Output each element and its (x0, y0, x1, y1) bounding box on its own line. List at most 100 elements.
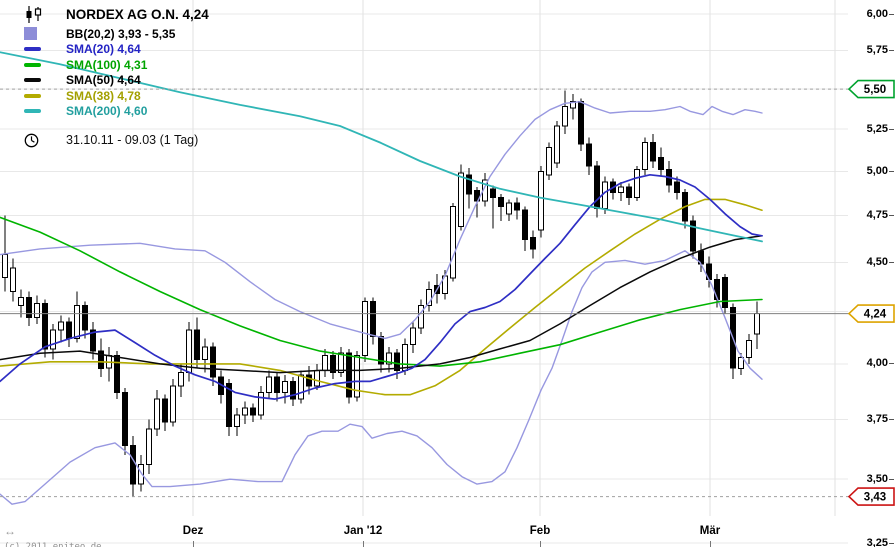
legend-item-label: SMA(100) 4,31 (66, 57, 148, 72)
candle-body (514, 202, 520, 211)
y-axis-tick (889, 170, 894, 172)
sma20-line (0, 173, 763, 400)
candle-body (34, 303, 40, 319)
candle-body (42, 303, 48, 350)
candle-body (658, 157, 664, 171)
candle-body (210, 346, 216, 378)
candle-body (98, 350, 104, 369)
legend-item-label: SMA(38) 4,78 (66, 88, 141, 103)
legend-title-row: NORDEX AG O.N. 4,24 (24, 5, 209, 24)
candle-body (634, 169, 640, 199)
y-axis-label: 3,50 (866, 472, 888, 485)
candle-body (586, 143, 592, 167)
candle-body (202, 346, 208, 361)
candle-body (258, 391, 264, 416)
candle-body (578, 101, 584, 145)
candle-body (18, 297, 24, 306)
legend-items: BB(20,2) 3,93 - 5,35 SMA(20) 4,64 SMA(100)… (24, 26, 209, 119)
sma200-line (0, 51, 763, 243)
date-range-label: 31.10.11 - 09.03 (1 Tag) (66, 133, 199, 147)
bb_lower-line (0, 250, 763, 505)
candle-body (554, 125, 560, 164)
x-axis-tick (540, 541, 541, 547)
legend-item-sma100: SMA(100) 4,31 (24, 57, 209, 73)
y-axis-tick (889, 215, 894, 217)
candle-body (82, 305, 88, 331)
watermark: ↔ (c) 2011 eniteo.de (4, 525, 102, 547)
candle-body (362, 301, 368, 356)
candle-body (10, 267, 16, 292)
legend-item-label: SMA(200) 4,60 (66, 104, 148, 119)
candle-body (466, 174, 472, 195)
sma100-line (0, 216, 763, 367)
candle-body (226, 383, 232, 428)
legend-item-bb: BB(20,2) 3,93 - 5,35 (24, 26, 209, 42)
x-axis-label: Dez (182, 525, 204, 537)
x-axis-label: Feb (529, 525, 551, 537)
period-row: 31.10.11 - 09.03 (1 Tag) (24, 132, 209, 148)
candle-body (26, 297, 32, 319)
candle-body (402, 344, 408, 371)
legend: NORDEX AG O.N. 4,24 BB(20,2) 3,93 - 5,35… (24, 5, 209, 148)
y-axis-tick (889, 478, 894, 480)
bb-color-chip (24, 27, 66, 41)
candle-body (170, 385, 176, 423)
candle-body (618, 186, 624, 193)
legend-item-label: SMA(20) 4,64 (66, 42, 141, 57)
candle-body (250, 407, 256, 416)
candle-body (346, 352, 352, 398)
candlestick-icon (24, 6, 66, 23)
price-badge-low52w: 3,43 (847, 487, 895, 506)
y-axis-tick (889, 261, 894, 263)
svg-text:4,24: 4,24 (864, 309, 887, 321)
candle-body (194, 329, 200, 361)
y-axis-label: 6,00 (866, 7, 888, 20)
candle-body (530, 237, 536, 250)
candle-body (738, 357, 744, 369)
candle-body (426, 289, 432, 306)
sma38-color-chip (24, 93, 66, 98)
clock-icon (24, 133, 66, 148)
candle-body (538, 170, 544, 231)
candle-body (690, 220, 696, 252)
y-axis-label: 5,25 (866, 122, 888, 135)
y-axis-tick (889, 128, 894, 130)
x-axis-tick (710, 541, 711, 547)
x-axis-tick (363, 541, 364, 547)
candle-body (266, 376, 272, 393)
candle-body (386, 352, 392, 365)
candle-body (282, 380, 288, 393)
bb_upper-line (0, 101, 763, 340)
candle-body (394, 352, 400, 371)
candle-body (562, 106, 568, 127)
sma50-color-chip (24, 78, 66, 83)
y-axis-tick (889, 363, 894, 365)
price-badge-current: 4,24 (847, 304, 895, 323)
y-axis-label: 4,75 (866, 209, 888, 222)
candle-body (370, 301, 376, 337)
candle-body (754, 313, 760, 335)
candle-body (458, 172, 464, 228)
candle-body (322, 354, 328, 371)
x-axis-tick (193, 541, 194, 547)
candle-body (154, 398, 160, 430)
candle-body (234, 414, 240, 427)
candle-body (162, 398, 168, 423)
sma50-line (0, 235, 763, 374)
y-axis-tick (889, 50, 894, 52)
candle-body (506, 202, 512, 215)
price-badge-high52w: 5,50 (847, 79, 895, 99)
candle-body (58, 321, 64, 331)
candle-body (114, 354, 120, 393)
candle-body (298, 374, 304, 400)
svg-text:3,43: 3,43 (864, 492, 886, 504)
candle-body (674, 181, 680, 193)
sma200-color-chip (24, 109, 66, 114)
y-axis-label: 4,00 (866, 357, 888, 370)
legend-item-label: SMA(50) 4,64 (66, 73, 141, 88)
candle-body (130, 444, 136, 485)
y-axis-label: 5,75 (866, 44, 888, 57)
candle-body (90, 329, 96, 352)
